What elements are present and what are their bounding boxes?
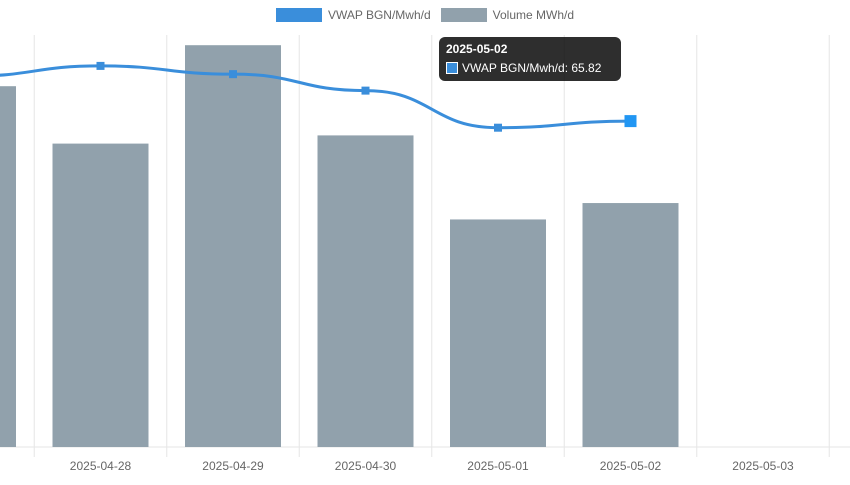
tooltip-color-swatch bbox=[446, 62, 458, 74]
vwap-line bbox=[0, 64, 631, 130]
volume-bar bbox=[0, 86, 16, 447]
x-tick-label: 2025-04-30 bbox=[335, 459, 397, 473]
tooltip-row: VWAP BGN/Mwh/d: 65.82 bbox=[446, 60, 614, 76]
legend-item-vwap[interactable]: VWAP BGN/Mwh/d bbox=[275, 8, 431, 22]
legend-label-volume: Volume MWh/d bbox=[492, 8, 575, 22]
volume-bar bbox=[582, 203, 679, 447]
x-tick-label: 2025-05-01 bbox=[467, 459, 529, 473]
x-tick-label: 2025-04-29 bbox=[202, 459, 264, 473]
grid-lines bbox=[0, 35, 850, 457]
chart-tooltip: 2025-05-02 VWAP BGN/Mwh/d: 65.82 bbox=[439, 37, 621, 81]
vwap-point bbox=[494, 123, 502, 132]
tooltip-value-text: VWAP BGN/Mwh/d: 65.82 bbox=[462, 61, 602, 75]
vwap-point bbox=[229, 70, 237, 79]
x-axis-ticks: 2025-04-28 2025-04-29 2025-04-30 2025-05-01… bbox=[70, 459, 794, 473]
vwap-line-series bbox=[0, 61, 637, 132]
tooltip-title: 2025-05-02 bbox=[446, 42, 508, 56]
vwap-point-highlighted bbox=[624, 115, 637, 128]
volume-bar bbox=[185, 45, 281, 447]
legend-swatch-vwap bbox=[275, 8, 322, 22]
volume-bar bbox=[52, 143, 149, 447]
vwap-point bbox=[96, 61, 105, 70]
legend-label-vwap: VWAP BGN/Mwh/d bbox=[327, 8, 431, 22]
volume-bar bbox=[317, 135, 414, 447]
volume-bars bbox=[0, 45, 679, 447]
x-tick-label: 2025-05-02 bbox=[600, 459, 662, 473]
vwap-point bbox=[361, 86, 370, 95]
legend-swatch-volume bbox=[440, 8, 487, 22]
volume-bar bbox=[450, 219, 546, 447]
chart-legend: VWAP BGN/Mwh/d Volume MWh/d bbox=[0, 8, 850, 22]
x-tick-label: 2025-04-28 bbox=[70, 459, 132, 473]
legend-item-volume[interactable]: Volume MWh/d bbox=[440, 8, 575, 22]
x-tick-label: 2025-05-03 bbox=[732, 459, 794, 473]
